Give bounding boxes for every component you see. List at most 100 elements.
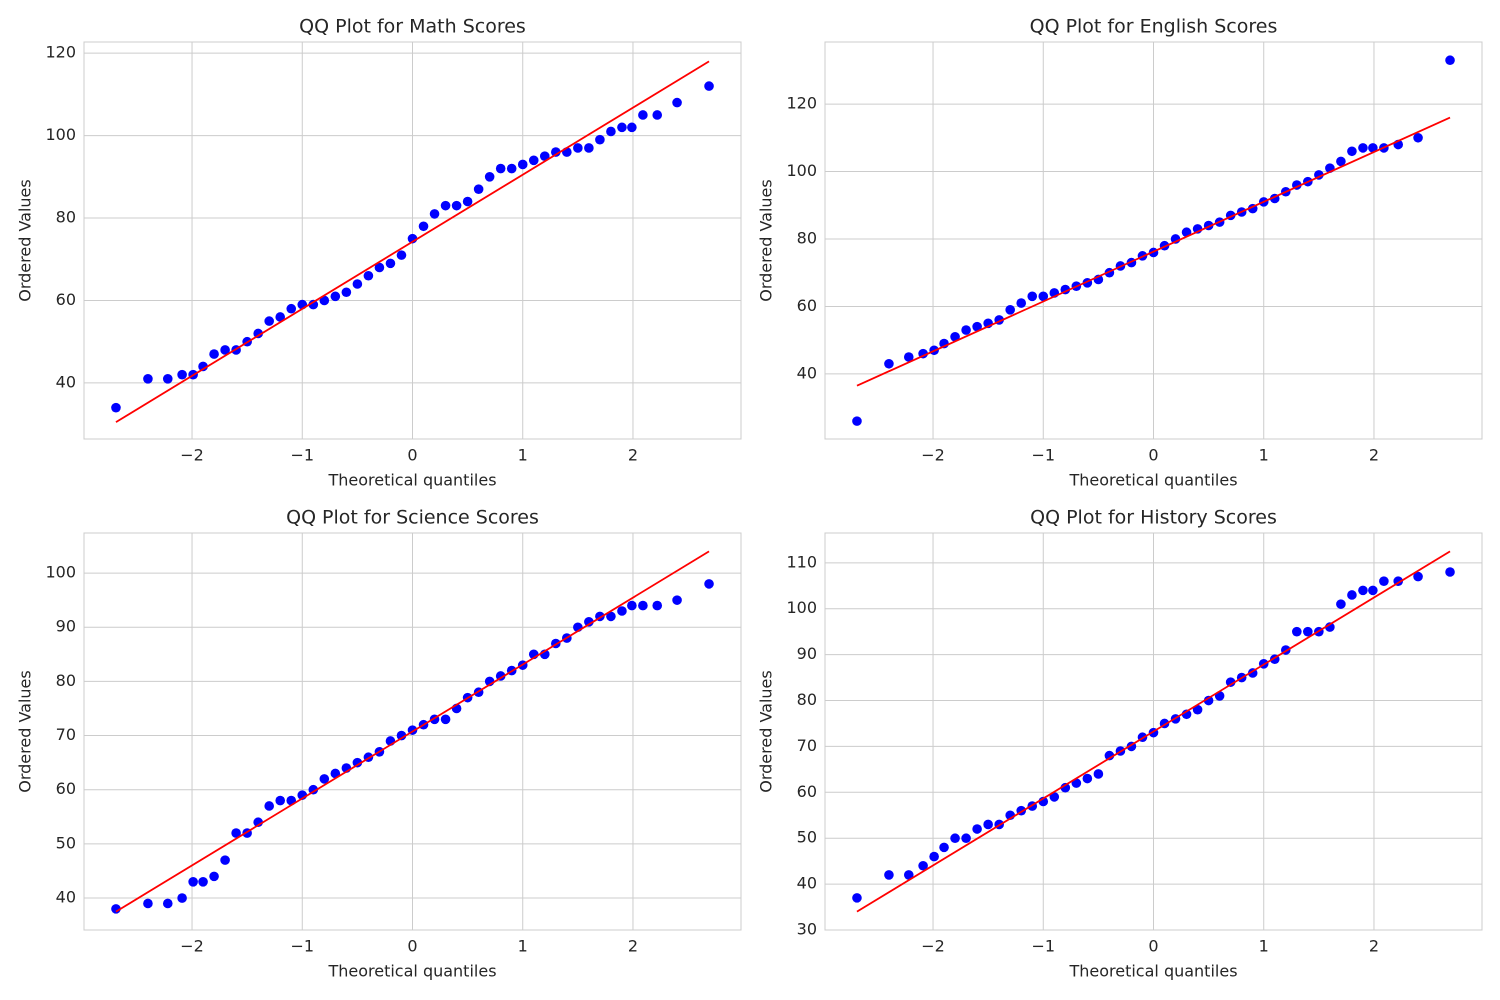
y-tick-label: 100 [45, 563, 76, 582]
data-point [584, 617, 594, 627]
y-axis-label: Ordered Values [16, 179, 35, 301]
data-point [1082, 773, 1093, 784]
data-point [308, 299, 319, 310]
data-point [652, 600, 663, 611]
x-tick-label: 2 [1369, 446, 1379, 465]
data-point [652, 110, 663, 120]
y-tick-label: 40 [56, 888, 76, 907]
data-point [903, 870, 914, 880]
data-point [972, 824, 982, 834]
data-point [1049, 792, 1060, 802]
x-axis-label: Theoretical quantiles [327, 471, 496, 490]
x-axis-label: Theoretical quantiles [327, 962, 496, 981]
data-point [1336, 156, 1346, 167]
x-axis-label: Theoretical quantiles [1068, 962, 1237, 981]
data-point [1325, 622, 1335, 632]
data-point [363, 270, 374, 281]
y-tick-label: 60 [56, 290, 76, 309]
data-point [1016, 298, 1027, 308]
data-point [330, 291, 341, 302]
data-point [950, 331, 960, 342]
data-point [286, 303, 297, 314]
chart-title: QQ Plot for Math Scores [299, 16, 526, 38]
data-point [374, 262, 385, 273]
y-tick-label: 80 [56, 208, 76, 227]
fit-line [115, 550, 710, 913]
y-tick-label: 100 [786, 598, 817, 617]
subplot: −2 −1 0 1 2 30 40 50 60 70 80 90 100 110 QQ Plot for H… [757, 507, 1483, 981]
data-point [983, 819, 993, 830]
y-tick-label: 60 [797, 782, 817, 801]
data-point [264, 801, 274, 811]
data-point [961, 325, 971, 335]
y-tick-label: 70 [56, 725, 76, 744]
data-point [606, 126, 616, 137]
data-point [918, 860, 928, 871]
data-point [198, 876, 208, 887]
data-point [517, 159, 528, 170]
y-tick-label: 40 [797, 363, 817, 382]
data-point [418, 221, 429, 232]
y-tick-label: 60 [56, 779, 76, 798]
subplot: −2 −1 0 1 2 40 50 60 70 80 90 100 QQ Plot for Scienc… [16, 507, 742, 981]
data-point [440, 200, 451, 211]
data-point [638, 600, 648, 611]
data-point [551, 147, 561, 157]
data-point [1445, 567, 1455, 577]
data-point [506, 163, 517, 174]
data-point [143, 898, 153, 909]
data-point [451, 200, 462, 211]
data-point [595, 134, 605, 145]
data-point [617, 122, 627, 133]
y-axis-label: Ordered Values [757, 179, 776, 301]
data-point [111, 904, 121, 914]
chart-title: QQ Plot for English Scores [1030, 16, 1278, 38]
y-tick-label: 90 [56, 617, 76, 636]
x-tick-label: 2 [1369, 937, 1379, 956]
data-point [440, 714, 451, 725]
data-point [1225, 677, 1236, 687]
x-tick-label: −2 [921, 937, 945, 956]
data-point [319, 295, 330, 306]
data-point [1336, 599, 1346, 609]
subplot: −2 −1 0 1 2 40 60 80 100 120 QQ Plot for English S… [757, 16, 1483, 490]
data-point [929, 851, 939, 862]
data-point [1358, 585, 1368, 596]
y-tick-label: 60 [797, 296, 817, 315]
y-tick-label: 80 [797, 690, 817, 709]
data-point [162, 374, 173, 384]
data-point [462, 196, 473, 207]
data-point [1192, 704, 1203, 715]
data-point [627, 600, 637, 611]
data-point [704, 81, 714, 91]
data-point [275, 795, 286, 806]
x-tick-label: 2 [628, 446, 638, 465]
x-tick-label: 0 [1148, 446, 1158, 465]
chart-title: QQ Plot for Science Scores [286, 507, 539, 529]
data-point [606, 611, 616, 622]
data-point [903, 352, 914, 362]
data-point [188, 876, 198, 887]
data-point [220, 855, 230, 865]
data-point [1027, 291, 1038, 302]
y-tick-label: 70 [797, 736, 817, 755]
data-point [1347, 590, 1357, 600]
data-point [950, 833, 960, 844]
data-point [961, 833, 971, 844]
chart-title: QQ Plot for History Scores [1030, 507, 1277, 529]
data-point [308, 784, 319, 795]
data-point [1303, 626, 1313, 637]
data-point [264, 316, 274, 326]
data-point [352, 757, 363, 768]
data-point [972, 321, 982, 332]
data-point [1413, 132, 1423, 143]
data-point [319, 774, 330, 784]
y-tick-label: 120 [45, 43, 76, 62]
data-point [1292, 626, 1302, 637]
data-point [1445, 55, 1455, 66]
data-point [177, 893, 187, 903]
fit-line [115, 60, 710, 423]
x-tick-label: 0 [407, 446, 417, 465]
y-tick-label: 50 [56, 833, 76, 852]
x-axis-label: Theoretical quantiles [1068, 471, 1237, 490]
